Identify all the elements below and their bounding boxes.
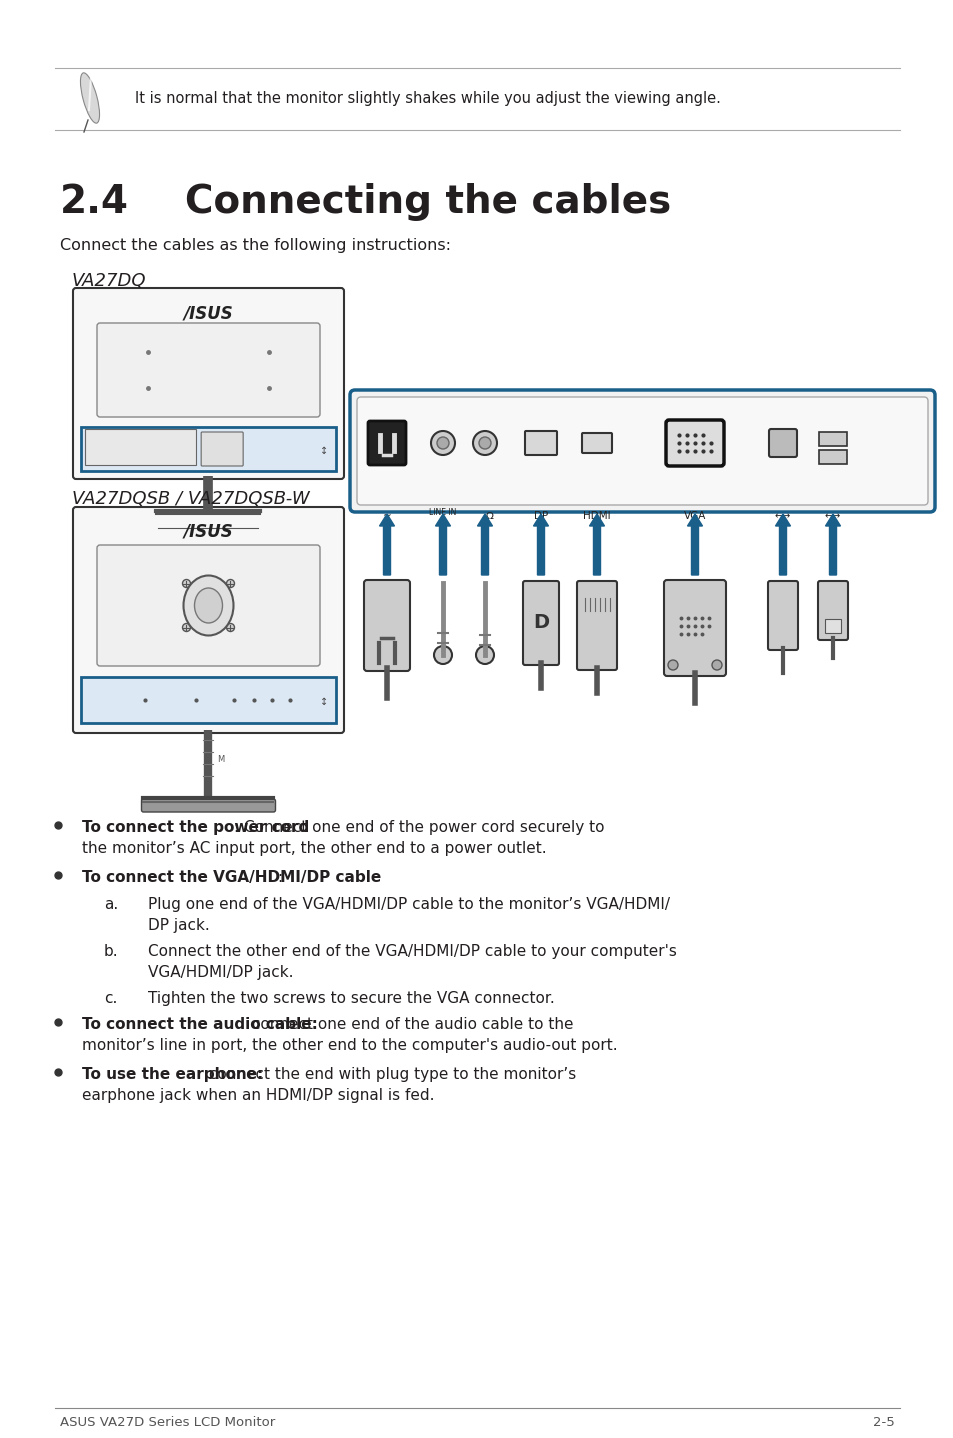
FancyArrow shape	[435, 513, 450, 575]
FancyBboxPatch shape	[364, 580, 410, 672]
Text: :: :	[277, 870, 282, 884]
Text: VA27DQ: VA27DQ	[71, 272, 147, 290]
FancyBboxPatch shape	[201, 431, 243, 466]
Text: ASUS VA27D Series LCD Monitor: ASUS VA27D Series LCD Monitor	[60, 1415, 275, 1428]
Circle shape	[182, 624, 191, 631]
Circle shape	[226, 580, 234, 588]
Text: ←→: ←→	[824, 510, 841, 521]
Text: To connect the power cord: To connect the power cord	[82, 820, 309, 835]
Text: /ISUS: /ISUS	[183, 523, 233, 541]
FancyBboxPatch shape	[577, 581, 617, 670]
Text: Connect the other end of the VGA/HDMI/DP cable to your computer's: Connect the other end of the VGA/HDMI/DP…	[148, 943, 677, 959]
FancyArrow shape	[533, 513, 548, 575]
Ellipse shape	[183, 575, 233, 636]
Text: VGA: VGA	[683, 510, 705, 521]
Bar	[85, 429, 196, 464]
FancyBboxPatch shape	[767, 581, 797, 650]
FancyArrow shape	[589, 513, 604, 575]
Text: M: M	[217, 755, 225, 765]
FancyBboxPatch shape	[522, 581, 558, 664]
Text: : Connect one end of the power cord securely to: : Connect one end of the power cord secu…	[234, 820, 604, 835]
Text: /ISUS: /ISUS	[183, 303, 233, 322]
Text: ↕: ↕	[319, 446, 328, 456]
FancyBboxPatch shape	[524, 431, 557, 454]
Bar	[81, 427, 335, 472]
Text: earphone jack when an HDMI/DP signal is fed.: earphone jack when an HDMI/DP signal is …	[82, 1089, 434, 1103]
FancyBboxPatch shape	[768, 429, 796, 457]
Text: LINE IN: LINE IN	[429, 508, 456, 518]
Circle shape	[434, 646, 452, 664]
FancyBboxPatch shape	[73, 288, 344, 479]
Text: To connect the VGA/HDMI/DP cable: To connect the VGA/HDMI/DP cable	[82, 870, 381, 884]
Text: connect one end of the audio cable to the: connect one end of the audio cable to th…	[247, 1017, 573, 1032]
Text: VA27DQSB / VA27DQSB-W: VA27DQSB / VA27DQSB-W	[71, 490, 310, 508]
FancyBboxPatch shape	[141, 800, 275, 812]
Circle shape	[473, 431, 497, 454]
Ellipse shape	[194, 588, 222, 623]
Circle shape	[436, 437, 449, 449]
FancyArrow shape	[824, 513, 840, 575]
Circle shape	[431, 431, 455, 454]
Text: Tighten the two screws to secure the VGA connector.: Tighten the two screws to secure the VGA…	[148, 991, 554, 1007]
Text: DP jack.: DP jack.	[148, 917, 210, 933]
Text: 2.4: 2.4	[60, 183, 129, 221]
Text: 2-5: 2-5	[872, 1415, 894, 1428]
Text: Connecting the cables: Connecting the cables	[185, 183, 671, 221]
Text: Plug one end of the VGA/HDMI/DP cable to the monitor’s VGA/HDMI/: Plug one end of the VGA/HDMI/DP cable to…	[148, 897, 669, 912]
Text: It is normal that the monitor slightly shakes while you adjust the viewing angle: It is normal that the monitor slightly s…	[135, 92, 720, 106]
FancyBboxPatch shape	[73, 508, 344, 733]
Text: ↕: ↕	[319, 697, 328, 707]
Text: a.: a.	[104, 897, 118, 912]
FancyBboxPatch shape	[817, 581, 847, 640]
FancyBboxPatch shape	[368, 421, 406, 464]
FancyBboxPatch shape	[356, 397, 927, 505]
Bar	[81, 677, 335, 723]
FancyBboxPatch shape	[663, 580, 725, 676]
Bar	[818, 431, 846, 446]
Text: To connect the audio cable:: To connect the audio cable:	[82, 1017, 317, 1032]
Circle shape	[711, 660, 721, 670]
Text: D: D	[533, 614, 549, 633]
Text: the monitor’s AC input port, the other end to a power outlet.: the monitor’s AC input port, the other e…	[82, 841, 546, 856]
Ellipse shape	[80, 73, 99, 124]
Text: c.: c.	[104, 991, 117, 1007]
FancyArrow shape	[775, 513, 790, 575]
FancyBboxPatch shape	[350, 390, 934, 512]
Text: b.: b.	[104, 943, 118, 959]
Text: To use the earphone:: To use the earphone:	[82, 1067, 263, 1081]
Text: connect the end with plug type to the monitor’s: connect the end with plug type to the mo…	[204, 1067, 576, 1081]
Bar	[824, 618, 841, 633]
FancyBboxPatch shape	[97, 545, 319, 666]
FancyBboxPatch shape	[665, 420, 723, 466]
Circle shape	[478, 437, 491, 449]
Bar	[818, 450, 846, 464]
Text: Connect the cables as the following instructions:: Connect the cables as the following inst…	[60, 239, 451, 253]
FancyBboxPatch shape	[152, 512, 265, 526]
Text: ←→: ←→	[774, 510, 790, 521]
FancyArrow shape	[477, 513, 492, 575]
Text: DP: DP	[534, 510, 548, 521]
Circle shape	[667, 660, 678, 670]
Text: ~: ~	[382, 510, 391, 521]
Circle shape	[226, 624, 234, 631]
Text: monitor’s line in port, the other end to the computer's audio-out port.: monitor’s line in port, the other end to…	[82, 1038, 617, 1053]
Circle shape	[476, 646, 494, 664]
Circle shape	[182, 580, 191, 588]
FancyBboxPatch shape	[581, 433, 612, 453]
Text: VGA/HDMI/DP jack.: VGA/HDMI/DP jack.	[148, 965, 294, 981]
Text: HDMI: HDMI	[582, 510, 610, 521]
Text: Ω: Ω	[485, 510, 494, 521]
FancyBboxPatch shape	[97, 324, 319, 417]
FancyArrow shape	[379, 513, 395, 575]
FancyArrow shape	[687, 513, 701, 575]
